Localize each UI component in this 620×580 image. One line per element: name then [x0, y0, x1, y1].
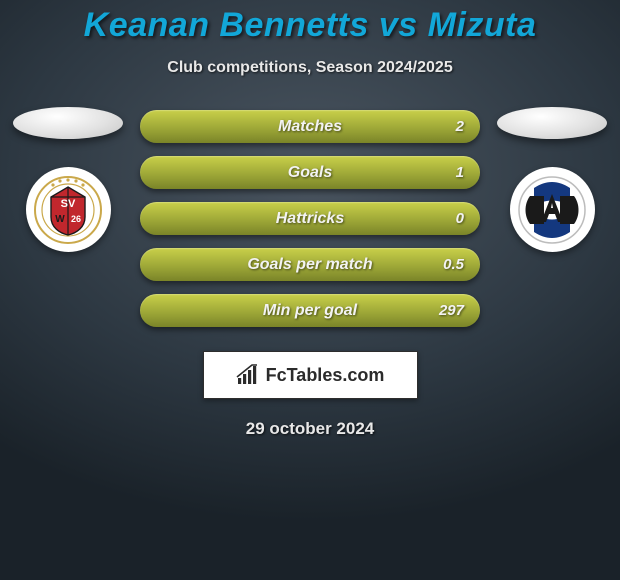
infographic-root: Keanan Bennetts vs Mizuta Club competiti…: [0, 0, 620, 439]
stat-row-hattricks: Hattricks 0: [140, 202, 480, 235]
stat-row-goals: Goals 1: [140, 156, 480, 189]
svg-text:26: 26: [71, 214, 81, 224]
date-line: 29 october 2024: [0, 419, 620, 439]
stat-row-min-per-goal: Min per goal 297: [140, 294, 480, 327]
stat-right-val: 2: [456, 118, 464, 135]
right-player-photo: [497, 107, 607, 139]
brand-box: FcTables.com: [203, 351, 418, 399]
stat-label: Min per goal: [263, 302, 357, 320]
stat-label: Matches: [278, 118, 342, 136]
main-row: SV W 26 Matches 2 Goals 1: [0, 107, 620, 327]
left-club-badge: SV W 26: [26, 167, 111, 252]
stat-right-val: 0.5: [443, 256, 464, 273]
right-club-badge: [510, 167, 595, 252]
svg-text:SV: SV: [61, 198, 76, 210]
stat-right-val: 1: [456, 164, 464, 181]
stats-column: Matches 2 Goals 1 Hattricks 0 Goals per …: [140, 107, 480, 327]
svg-text:W: W: [55, 214, 65, 225]
bar-chart-icon: [236, 364, 260, 386]
stat-row-matches: Matches 2: [140, 110, 480, 143]
right-player-col: [492, 107, 612, 252]
arminia-badge-icon: [517, 175, 587, 245]
left-player-col: SV W 26: [8, 107, 128, 252]
stat-label: Goals: [288, 164, 332, 182]
stat-right-val: 297: [439, 302, 464, 319]
stat-row-goals-per-match: Goals per match 0.5: [140, 248, 480, 281]
wehen-badge-icon: SV W 26: [33, 175, 103, 245]
brand-text: FcTables.com: [266, 365, 385, 386]
page-title: Keanan Bennetts vs Mizuta: [0, 0, 620, 45]
subtitle: Club competitions, Season 2024/2025: [0, 59, 620, 77]
left-player-photo: [13, 107, 123, 139]
stat-label: Hattricks: [276, 210, 344, 228]
stat-label: Goals per match: [247, 256, 372, 274]
stat-right-val: 0: [456, 210, 464, 227]
